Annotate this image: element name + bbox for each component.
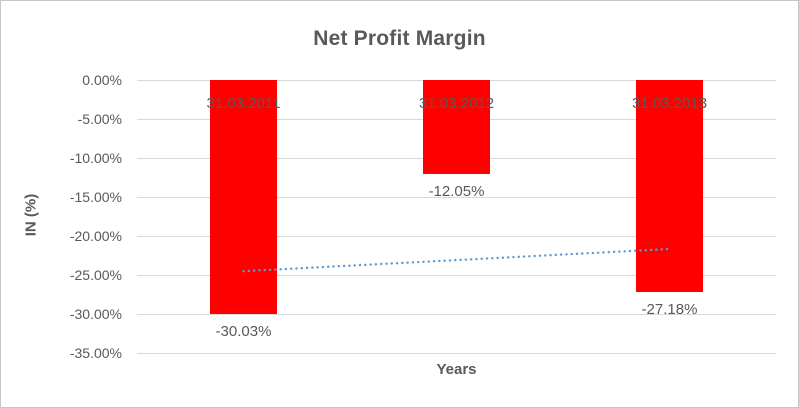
category-label: 31.03.2011 [206, 95, 281, 112]
y-tick-label: -30.00% [69, 306, 122, 322]
gridline [137, 275, 776, 276]
y-tick-label: -5.00% [77, 111, 122, 127]
data-label: -30.03% [215, 323, 272, 341]
gridline [137, 353, 776, 354]
y-tick-label: 0.00% [82, 72, 122, 88]
y-tick-label: -20.00% [69, 228, 122, 244]
category-label: 31.03.2012 [418, 95, 495, 112]
data-label: -27.18% [641, 301, 698, 318]
chart-title: Net Profit Margin [313, 27, 486, 50]
category-label: 31.03.2013 [631, 95, 708, 112]
gridline [137, 197, 776, 198]
x-axis-title: Years [436, 361, 477, 378]
bar [636, 80, 703, 292]
bar [210, 80, 277, 315]
y-tick-label: -10.00% [69, 150, 122, 166]
gridline [137, 314, 776, 315]
bar [423, 80, 490, 174]
gridline [137, 236, 776, 237]
data-label: -12.05% [428, 182, 485, 200]
y-tick-label: -35.00% [69, 345, 122, 361]
y-tick-label: -15.00% [69, 189, 122, 205]
trendline [242, 247, 671, 273]
y-tick-label: -25.00% [69, 267, 122, 283]
plot-area: 31.03.2011 -30.03% 31.03.2012 -12.05% 31.03.… [137, 80, 776, 354]
